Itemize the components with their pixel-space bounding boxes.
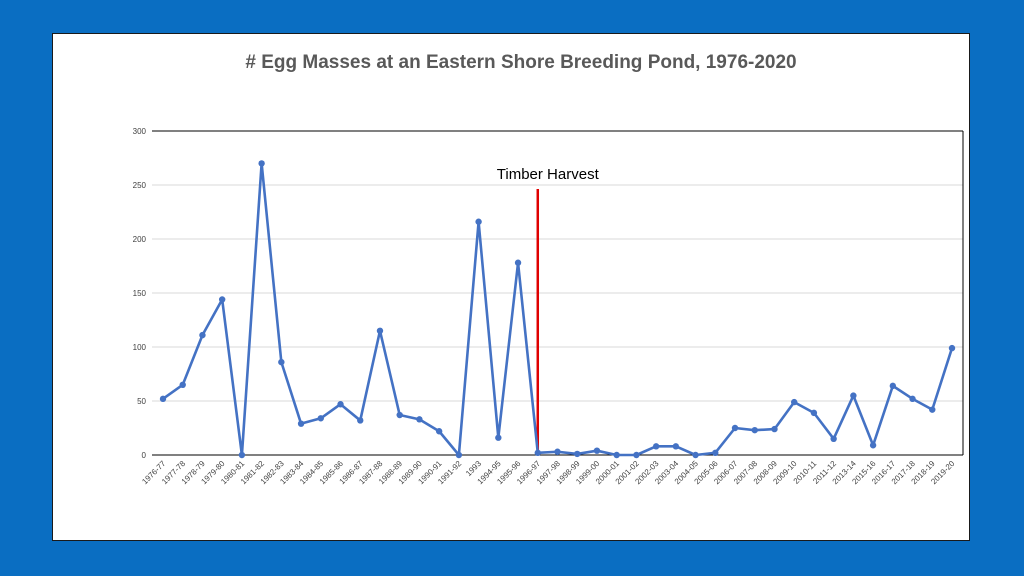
data-point [455, 451, 463, 459]
data-point [672, 443, 680, 450]
data-point [554, 448, 561, 455]
series-layer [159, 160, 956, 459]
data-point [929, 406, 936, 413]
data-point [909, 395, 916, 403]
data-point [179, 381, 186, 388]
data-point [889, 382, 897, 390]
data-point [218, 296, 226, 303]
data-point [495, 434, 502, 441]
data-point [869, 442, 877, 449]
data-point [475, 218, 482, 225]
data-point [633, 451, 640, 459]
data-point [948, 344, 956, 352]
data-point [751, 426, 758, 434]
plot-area-border [152, 130, 964, 456]
data-point [810, 409, 818, 417]
data-point [791, 398, 798, 406]
data-point [159, 395, 167, 403]
y-tick-label: 100 [133, 343, 147, 352]
data-point [692, 451, 699, 459]
data-point [337, 401, 344, 408]
y-tick-label: 0 [142, 451, 147, 460]
data-point [199, 331, 206, 339]
data-point [731, 424, 739, 432]
timber-harvest-label: Timber Harvest [497, 166, 600, 183]
data-point [435, 428, 443, 435]
data-point [317, 415, 324, 422]
y-tick-label: 300 [133, 127, 147, 136]
data-point [771, 425, 778, 433]
series-line [162, 162, 954, 457]
data-point [416, 416, 423, 423]
data-point [297, 420, 305, 427]
data-point [376, 327, 384, 334]
annotation-layer: Timber Harvest [497, 166, 600, 455]
y-tick-label: 250 [133, 181, 147, 190]
data-point [593, 447, 601, 454]
data-point [238, 451, 246, 459]
data-point [258, 160, 265, 167]
y-tick-label: 200 [133, 235, 147, 244]
data-point [357, 417, 364, 424]
data-point [514, 259, 522, 266]
data-point [712, 449, 719, 457]
data-point [278, 358, 285, 366]
slide-panel: # Egg Masses at an Eastern Shore Breedin… [52, 33, 970, 541]
data-point [613, 451, 620, 459]
data-point [830, 435, 837, 442]
x-axis-ticks: 1976-771977-781978-791979-801980-811981-… [140, 459, 957, 487]
data-point [396, 411, 403, 419]
data-point [850, 392, 857, 399]
y-tick-label: 150 [133, 289, 147, 298]
chart-title: # Egg Masses at an Eastern Shore Breedin… [245, 52, 796, 73]
data-point [652, 443, 660, 450]
y-axis-ticks: 0 50 100 150 200 250 300 [133, 127, 147, 460]
data-point [574, 450, 581, 458]
line-chart: # Egg Masses at an Eastern Shore Breedin… [133, 52, 964, 487]
data-point [534, 449, 541, 457]
y-tick-label: 50 [137, 397, 146, 406]
